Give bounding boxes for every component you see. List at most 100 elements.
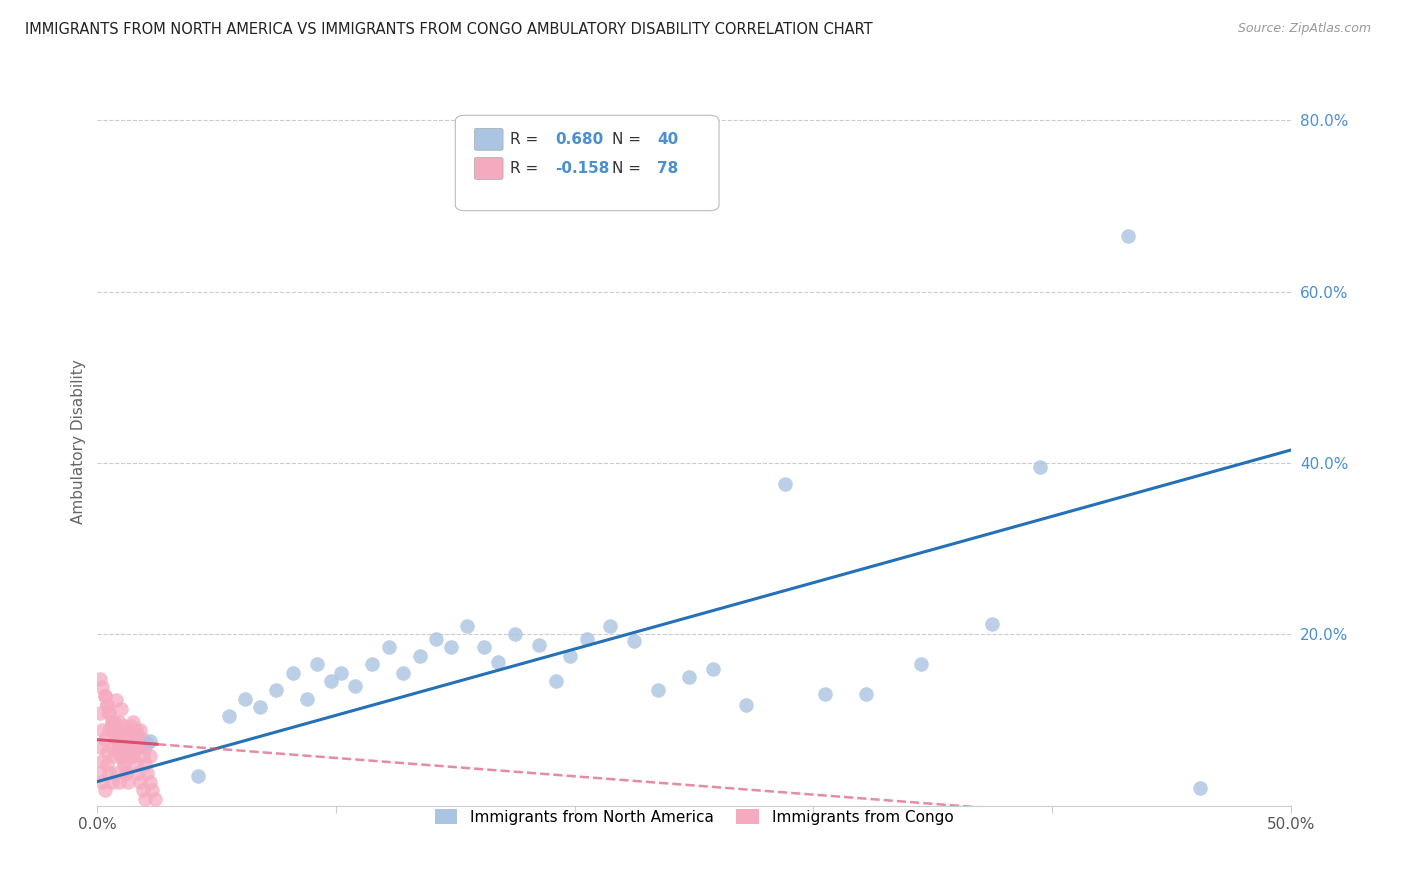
Point — [1118, 228, 1140, 243]
Text: R =: R = — [510, 132, 543, 147]
Point — [100, 714, 122, 729]
Text: IMMIGRANTS FROM NORTH AMERICA VS IMMIGRANTS FROM CONGO AMBULATORY DISABILITY COR: IMMIGRANTS FROM NORTH AMERICA VS IMMIGRA… — [25, 22, 873, 37]
Point — [103, 748, 125, 763]
Point — [558, 648, 581, 663]
Point — [93, 689, 115, 703]
Point — [105, 731, 128, 746]
Point — [91, 723, 114, 738]
Point — [110, 748, 132, 763]
Point — [110, 702, 132, 716]
Point — [129, 723, 152, 738]
Point — [249, 700, 271, 714]
Point — [472, 640, 495, 654]
Point — [486, 655, 509, 669]
Point — [678, 670, 700, 684]
FancyBboxPatch shape — [474, 158, 503, 179]
Point — [103, 723, 125, 738]
Point — [89, 706, 111, 720]
Point — [124, 723, 146, 738]
Point — [575, 632, 598, 646]
Point — [136, 766, 159, 780]
Point — [98, 706, 121, 720]
Point — [360, 657, 382, 672]
Point — [503, 627, 526, 641]
Point — [981, 617, 1004, 632]
Point — [129, 740, 152, 755]
Point — [115, 766, 138, 780]
Point — [108, 740, 131, 755]
Text: 78: 78 — [657, 161, 678, 176]
Point — [377, 640, 399, 654]
Point — [139, 774, 162, 789]
Point — [527, 638, 550, 652]
Point — [702, 661, 724, 675]
Y-axis label: Ambulatory Disability: Ambulatory Disability — [72, 359, 86, 524]
Point — [108, 736, 131, 750]
Point — [855, 687, 877, 701]
Point — [91, 774, 114, 789]
Point — [131, 731, 153, 746]
Point — [122, 736, 145, 750]
Point — [281, 665, 304, 680]
Point — [96, 698, 118, 712]
Point — [134, 791, 156, 805]
Point — [105, 693, 128, 707]
Point — [305, 657, 328, 672]
Point — [98, 723, 121, 738]
Point — [98, 766, 121, 780]
Point — [91, 754, 114, 768]
Point — [110, 727, 132, 741]
Text: -0.158: -0.158 — [555, 161, 610, 176]
Legend: Immigrants from North America, Immigrants from Congo: Immigrants from North America, Immigrant… — [429, 803, 959, 830]
Point — [408, 648, 430, 663]
Point — [425, 632, 447, 646]
Point — [392, 665, 415, 680]
Point — [91, 681, 114, 695]
Point — [110, 748, 132, 763]
Point — [321, 674, 343, 689]
Text: N =: N = — [612, 161, 645, 176]
Point — [93, 731, 115, 746]
Point — [100, 714, 122, 729]
Point — [127, 731, 149, 746]
Point — [122, 714, 145, 729]
Point — [623, 634, 645, 648]
Text: Source: ZipAtlas.com: Source: ZipAtlas.com — [1237, 22, 1371, 36]
Point — [266, 682, 288, 697]
Point — [773, 477, 796, 491]
Point — [124, 727, 146, 741]
Point — [127, 766, 149, 780]
Point — [143, 791, 166, 805]
Point — [96, 698, 118, 712]
Point — [141, 783, 163, 797]
Point — [218, 708, 240, 723]
Point — [112, 719, 135, 733]
Point — [115, 740, 138, 755]
Point — [89, 672, 111, 686]
Point — [297, 691, 319, 706]
Point — [96, 746, 118, 760]
Point — [117, 736, 139, 750]
Point — [100, 740, 122, 755]
Point — [117, 774, 139, 789]
Point — [120, 748, 142, 763]
Point — [599, 618, 621, 632]
Point — [105, 766, 128, 780]
Point — [120, 719, 142, 733]
FancyBboxPatch shape — [474, 128, 503, 150]
Point — [233, 691, 256, 706]
Text: R =: R = — [510, 161, 543, 176]
Point — [89, 740, 111, 755]
Point — [131, 783, 153, 797]
Point — [117, 745, 139, 759]
Point — [103, 714, 125, 729]
Point — [456, 618, 478, 632]
Point — [544, 674, 567, 689]
Point — [108, 774, 131, 789]
Point — [108, 714, 131, 729]
Point — [93, 783, 115, 797]
Point — [439, 640, 461, 654]
Point — [115, 766, 138, 780]
Point — [329, 665, 352, 680]
Point — [98, 706, 121, 720]
